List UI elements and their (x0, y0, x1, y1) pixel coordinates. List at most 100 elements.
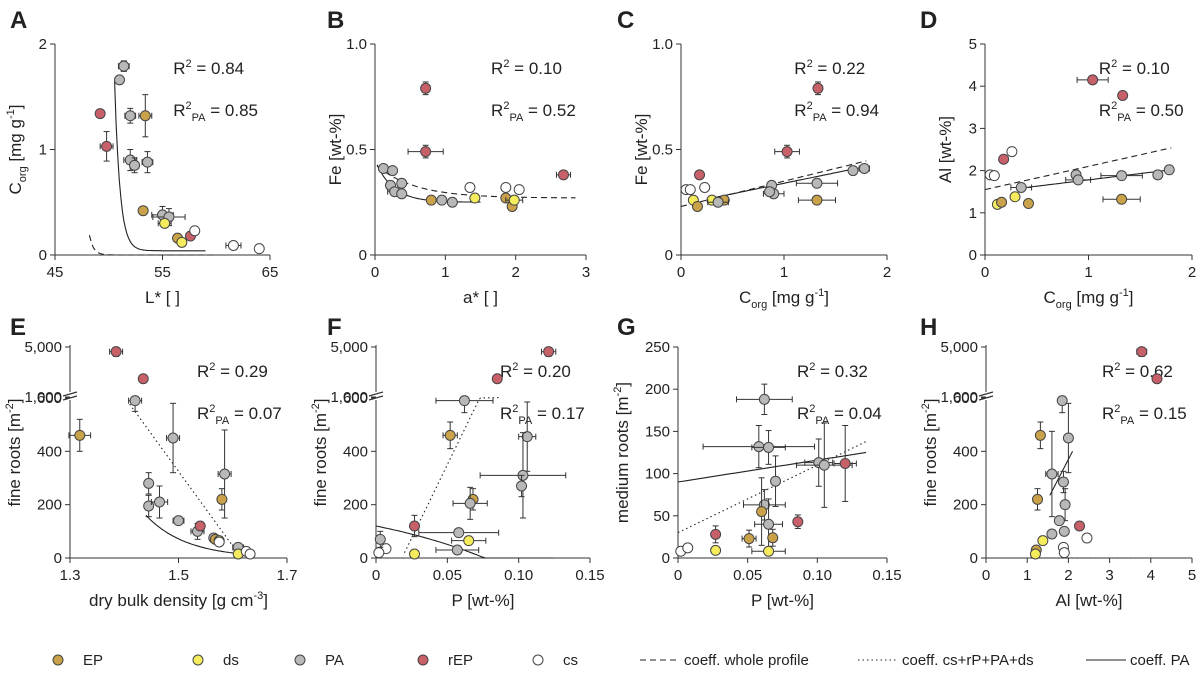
data-point-rEP (420, 146, 432, 158)
data-point-cs (699, 181, 711, 193)
x-tick-label: 0.10 (803, 567, 832, 584)
y-tick-label: 0 (662, 550, 670, 567)
x-tick-label: 65 (262, 264, 279, 281)
data-point-EP (811, 194, 823, 206)
r2-pa-annotation: R2PA = 0.52 (491, 100, 576, 124)
panel-letter-A: A (10, 7, 27, 34)
data-point-ds (1029, 548, 1041, 560)
y-tick-label: 1,000 (24, 389, 62, 406)
y-tick-label: 50 (653, 508, 670, 525)
data-point-PA (847, 165, 859, 177)
fit-line-dashed (984, 147, 1172, 191)
fit-line-solid (711, 165, 867, 199)
x-tick-label: 0 (982, 567, 990, 584)
data-point-cs (500, 181, 512, 193)
y-tick-label: 0 (360, 550, 368, 567)
data-point-PA (118, 60, 130, 72)
panel-letter-F: F (327, 314, 342, 341)
y-tick-label: 250 (645, 339, 670, 356)
data-point-EP (756, 506, 768, 518)
r2-annotation: R2 = 0.29 (197, 361, 268, 381)
data-point-rEP (491, 373, 503, 385)
data-point-cs (988, 170, 1000, 182)
x-tick-label: 2 (1064, 567, 1072, 584)
fit-line-solid (1015, 169, 1172, 190)
data-point-cs (1081, 532, 1093, 544)
fit-line-dotted (677, 441, 867, 534)
data-point-PA (1059, 499, 1071, 511)
data-point-PA (436, 194, 448, 206)
y-axis-label: fine roots [m-2] (310, 398, 330, 506)
y-tick-label: 2 (39, 36, 47, 53)
data-point-PA (763, 441, 775, 453)
y-axis-label: Corg [mg g-1] (5, 105, 29, 195)
data-point-ds (763, 545, 775, 557)
y-tick-label: 3 (969, 120, 977, 137)
x-axis-label: Corg [mg g-1] (739, 287, 829, 311)
data-point-PA (446, 196, 458, 208)
x-tick-label: 1 (1023, 567, 1031, 584)
x-tick-label: 1 (1084, 264, 1092, 281)
y-tick-label: 600 (343, 390, 368, 407)
y-tick-label: 1 (969, 205, 977, 222)
y-tick-label: 0 (39, 247, 47, 264)
data-point-PA (396, 177, 408, 189)
data-point-cs (682, 542, 694, 554)
data-point-rEP (420, 82, 432, 94)
data-point-PA (374, 533, 386, 545)
data-point-PA (753, 441, 765, 453)
legend-label-rEP: rEP (448, 652, 473, 669)
data-point-cs (1058, 547, 1070, 559)
data-point-rEP (839, 457, 851, 469)
data-point-rEP (781, 146, 793, 158)
r2-pa-annotation: R2PA = 0.94 (794, 100, 879, 124)
data-point-PA (167, 432, 179, 444)
x-tick-label: 1 (780, 264, 788, 281)
data-point-PA (1053, 515, 1065, 527)
data-point-cs (1006, 146, 1018, 158)
r2-pa-annotation: R2PA = 0.07 (197, 403, 282, 427)
data-point-PA (1072, 174, 1084, 186)
x-tick-label: 1.7 (277, 567, 298, 584)
y-tick-label: 1,000 (330, 389, 368, 406)
x-axis-label: a* [ ] (463, 288, 498, 307)
y-tick-label: 0 (969, 247, 977, 264)
y-tick-label: 150 (645, 423, 670, 440)
x-tick-label: 1 (441, 264, 449, 281)
y-tick-label: 0.5 (346, 142, 367, 159)
data-point-EP (1032, 493, 1043, 505)
x-tick-label: 0 (674, 567, 682, 584)
y-tick-label: 400 (953, 443, 978, 460)
y-tick-label: 5,000 (330, 339, 368, 356)
data-point-EP (425, 194, 437, 206)
data-point-rEP (1136, 346, 1148, 358)
data-point-rEP (1117, 89, 1129, 101)
data-point-cs (684, 184, 696, 196)
y-tick-label: 600 (37, 390, 62, 407)
fit-line-dotted (404, 397, 502, 553)
data-point-PA (770, 475, 782, 487)
y-axis-label: fine roots [m-2] (4, 398, 24, 506)
y-axis-label: Fe [wt-%] (326, 114, 345, 186)
y-tick-label: 4 (969, 78, 977, 95)
data-point-PA (764, 186, 776, 198)
x-tick-label: 2 (511, 264, 519, 281)
data-point-rEP (194, 520, 206, 532)
r2-pa-annotation: R2PA = 0.04 (797, 403, 882, 427)
x-tick-label: 0 (981, 264, 989, 281)
data-point-ds (710, 544, 722, 556)
data-point-EP (1034, 429, 1046, 441)
data-point-ds (1037, 535, 1049, 547)
panel-letter-C: C (617, 7, 634, 34)
data-point-PA (458, 395, 470, 407)
data-point-PA (1046, 528, 1058, 540)
x-tick-label: 0.10 (504, 567, 533, 584)
fit-line-solid (114, 81, 206, 252)
data-point-PA (1163, 164, 1175, 176)
legend-marker-cs (532, 654, 544, 666)
x-axis-label: L* [ ] (145, 288, 180, 307)
data-point-PA (464, 497, 476, 509)
data-point-PA (387, 165, 399, 177)
y-tick-label: 100 (645, 466, 670, 483)
